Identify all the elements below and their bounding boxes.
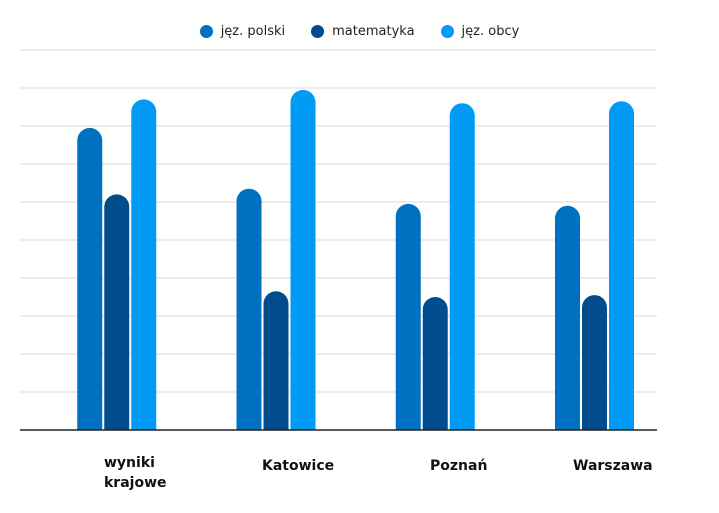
legend-item-polski: jęz. polski — [199, 24, 286, 39]
legend-item-matematyka: matematyka — [311, 24, 415, 39]
category-label-katowice: Katowice — [262, 458, 335, 474]
category-label-warszawa: Warszawa — [573, 458, 653, 474]
bar-matematyka-3 — [582, 295, 607, 430]
legend-swatch-obcy — [440, 25, 454, 38]
bar-jęz-obcy-1 — [290, 89, 316, 431]
legend-item-obcy: jęz. obcy — [440, 24, 520, 39]
chart-legend: jęz. polski matematyka jęz. obcy — [0, 24, 719, 39]
bar-matematyka-0 — [104, 194, 130, 430]
bar-jęz-obcy-3 — [609, 101, 634, 431]
bar-matematyka-2 — [422, 297, 448, 430]
bar-jęz-polski-1 — [236, 188, 262, 430]
category-label-wyniki-krajowe: wyniki krajowe — [104, 455, 167, 491]
bar-matematyka-1 — [263, 291, 289, 430]
bar-jęz-polski-2 — [395, 203, 421, 430]
bar-jęz-obcy-0 — [131, 99, 157, 430]
category-label-poznan: Poznań — [430, 458, 488, 474]
legend-label-polski: jęz. polski — [220, 24, 286, 39]
legend-label-obcy: jęz. obcy — [461, 24, 520, 39]
legend-label-matematyka: matematyka — [332, 24, 415, 39]
legend-swatch-polski — [199, 25, 213, 38]
bar-jęz-obcy-2 — [449, 103, 475, 430]
bar-jęz-polski-3 — [555, 205, 580, 430]
legend-swatch-matematyka — [311, 25, 325, 38]
bar-jęz-polski-0 — [77, 127, 103, 430]
